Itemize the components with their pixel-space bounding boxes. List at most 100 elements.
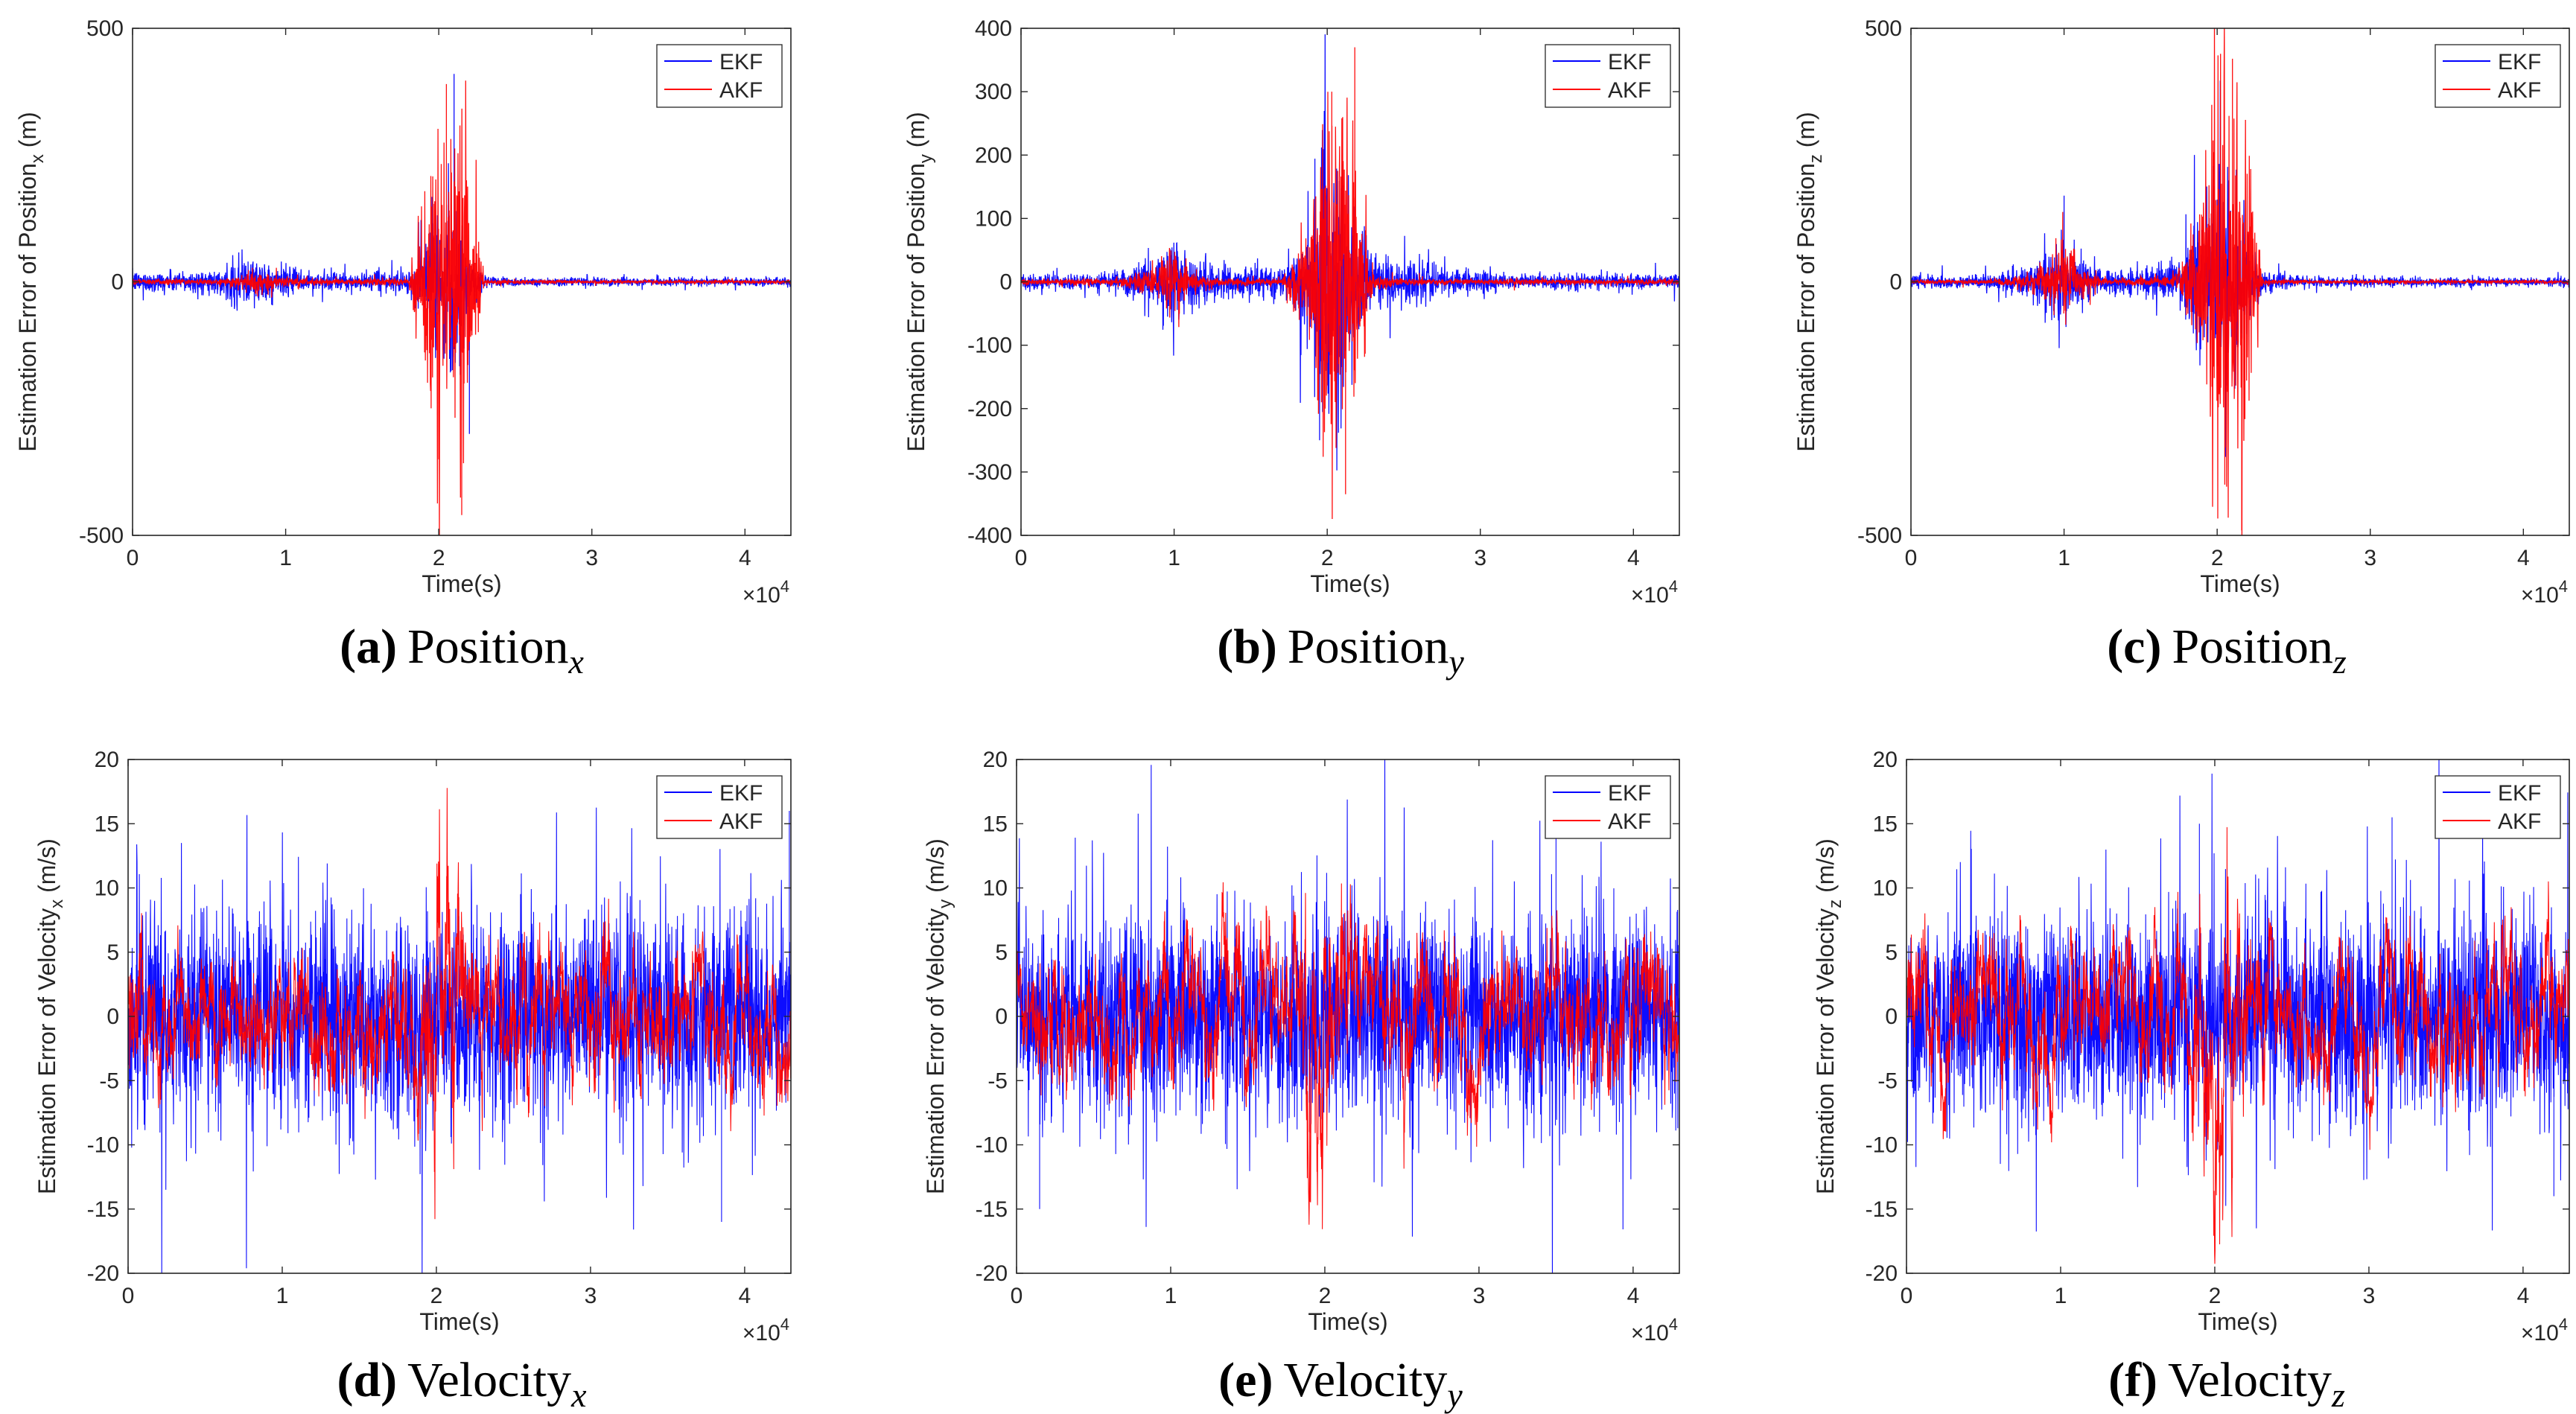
x-axis-label: Time(s) (422, 570, 501, 597)
y-tick-label: -500 (1857, 523, 1902, 548)
y-axis-label-sub: x (47, 899, 67, 908)
caption-word: Position (1288, 620, 1448, 674)
caption-letter: (f) (2108, 1353, 2157, 1407)
subfigure-caption: (d) Velocityx (337, 1353, 587, 1414)
x-tick-label: 2 (1321, 546, 1334, 570)
y-tick-label: -20 (1866, 1261, 1898, 1286)
x-multiplier-exp: 4 (780, 577, 789, 596)
y-axis-label-sub: z (1825, 899, 1845, 908)
legend-label-akf: AKF (719, 809, 763, 834)
caption-subscript: z (2331, 1376, 2345, 1414)
y-axis-label: Estimation Error of Positiony (m) (903, 112, 936, 452)
caption-letter: (a) (340, 620, 397, 674)
y-tick-label: 20 (95, 748, 119, 772)
y-axis-label-unit: (m/s) (34, 838, 60, 899)
y-tick-label: 15 (1873, 812, 1898, 836)
caption-letter: (e) (1218, 1353, 1273, 1407)
x-multiplier-exp: 4 (1669, 577, 1678, 596)
y-axis-label: Estimation Error of Positionx (m) (14, 112, 48, 452)
legend: EKF AKF (656, 44, 783, 108)
y-tick-label: -20 (87, 1261, 119, 1286)
legend-label-ekf: EKF (1608, 50, 1651, 74)
y-axis-label-sub: x (28, 154, 48, 163)
legend-label-akf: AKF (1608, 78, 1651, 103)
caption-word: Velocity (1283, 1353, 1447, 1407)
x-multiplier-base: ×10 (1631, 1321, 1669, 1345)
legend-label-akf: AKF (2498, 809, 2541, 834)
x-multiplier: ×104 (2521, 577, 2568, 608)
x-tick-label: 1 (1168, 546, 1180, 570)
caption-word: Position (407, 620, 568, 674)
legend-box (1545, 775, 1671, 839)
series-ekf-line (1017, 759, 1679, 1273)
caption-letter: (b) (1217, 620, 1277, 674)
x-tick-label: 3 (2363, 1284, 2376, 1308)
subfigure-caption: (f) Velocityz (2108, 1353, 2345, 1414)
y-tick-label: -5 (1877, 1069, 1898, 1093)
y-axis-label-main: Estimation Error of Position (14, 163, 41, 452)
y-tick-label: 0 (106, 1004, 119, 1029)
y-tick-label: -500 (79, 523, 124, 548)
x-tick-label: 1 (1165, 1284, 1177, 1308)
series-akf-line (1017, 882, 1679, 1229)
x-tick-label: 2 (430, 1284, 443, 1308)
y-axis-label: Estimation Error of Velocityz (m/s) (1812, 838, 1845, 1194)
caption-subscript: y (1446, 643, 1464, 681)
x-multiplier-base: ×10 (2521, 583, 2559, 608)
legend-label-ekf: EKF (719, 50, 763, 74)
x-multiplier-base: ×10 (742, 583, 780, 608)
x-multiplier-exp: 4 (2559, 1315, 2568, 1334)
y-tick-label: -5 (988, 1069, 1008, 1093)
y-tick-label: -300 (967, 460, 1012, 485)
legend-label-ekf: EKF (2498, 50, 2541, 74)
caption-word: Position (2172, 620, 2332, 674)
y-axis-label-unit: (m) (1793, 112, 1819, 154)
x-tick-label: 3 (585, 1284, 597, 1308)
y-tick-label: 0 (1889, 270, 1902, 295)
y-tick-label: -5 (99, 1069, 119, 1093)
y-axis-label-sub: y (935, 899, 955, 908)
y-tick-label: -200 (967, 397, 1012, 421)
series-ekf-line (128, 807, 791, 1273)
y-tick-label: 20 (983, 748, 1008, 772)
plot-area (1021, 34, 1679, 520)
legend-label-akf: AKF (719, 78, 763, 103)
x-tick-label: 0 (1905, 546, 1918, 570)
plot-area (133, 74, 791, 535)
legend-label-akf: AKF (1608, 809, 1651, 834)
legend-box (656, 44, 783, 108)
x-axis-label: Time(s) (1310, 570, 1390, 597)
plot-area (1017, 759, 1679, 1273)
y-axis-label-main: Estimation Error of Velocity (922, 908, 949, 1194)
x-tick-label: 4 (1627, 1284, 1640, 1308)
legend-box (2435, 44, 2561, 108)
caption-subscript: x (567, 643, 584, 681)
x-tick-label: 1 (276, 1284, 289, 1308)
y-axis-label-sub: y (916, 154, 936, 163)
y-tick-label: 0 (995, 1004, 1008, 1029)
y-tick-label: -15 (1866, 1197, 1898, 1222)
legend: EKF AKF (2435, 775, 2561, 839)
y-tick-label: 100 (975, 206, 1012, 231)
caption-word: Velocity (2168, 1353, 2332, 1407)
legend-label-ekf: EKF (2498, 781, 2541, 806)
subfigure-caption: (b) Positiony (1217, 620, 1464, 681)
y-tick-label: 10 (1873, 876, 1898, 901)
plot-area (128, 788, 791, 1273)
y-axis-label: Estimation Error of Velocityx (m/s) (34, 838, 67, 1194)
series-akf-line (1911, 28, 2569, 535)
x-tick-label: 3 (1473, 1284, 1486, 1308)
x-multiplier-exp: 4 (1669, 1315, 1678, 1334)
caption-letter: (c) (2107, 620, 2161, 674)
y-axis-label-unit: (m/s) (1812, 838, 1839, 899)
y-axis-label-unit: (m/s) (922, 838, 949, 899)
x-tick-label: 2 (2209, 1284, 2222, 1308)
y-tick-label: -10 (976, 1133, 1008, 1158)
y-tick-label: 300 (975, 80, 1012, 104)
x-tick-label: 3 (1474, 546, 1486, 570)
series-akf-line (1021, 47, 1679, 520)
y-tick-label: 15 (983, 812, 1008, 836)
x-multiplier-exp: 4 (780, 1315, 789, 1334)
